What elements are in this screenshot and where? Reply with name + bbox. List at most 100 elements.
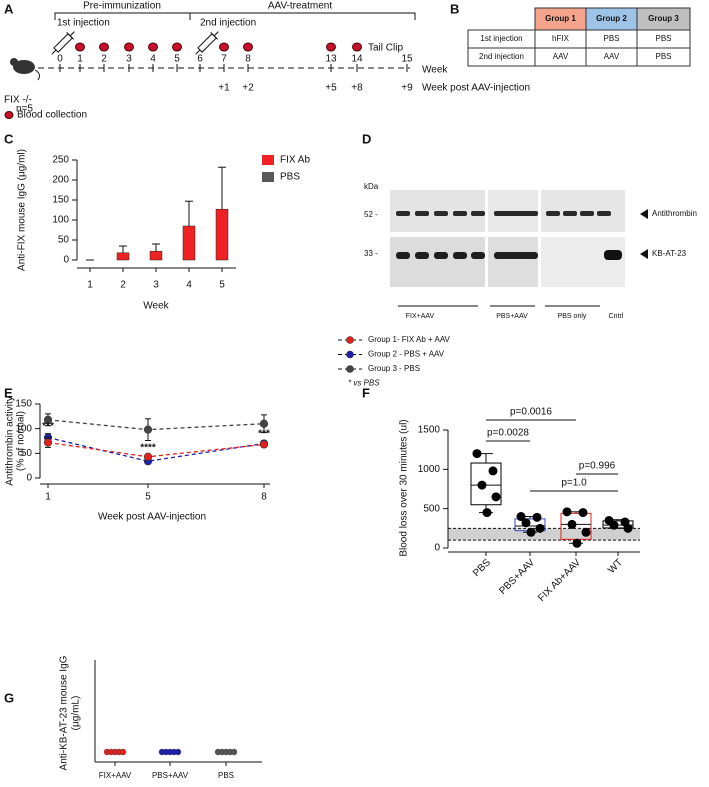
panel-letter: B	[450, 1, 459, 16]
y-axis-label: Anti-KB-AT-23 mouse IgG	[59, 655, 70, 770]
blot-band	[580, 211, 594, 216]
week-label: 2	[101, 54, 107, 65]
data-point	[43, 438, 53, 447]
band-label: Antithrombin	[652, 209, 697, 218]
legend-label: PBS	[280, 172, 300, 183]
y-tick-label: 0	[26, 473, 32, 484]
y-tick-label: 50	[21, 448, 33, 459]
data-point	[477, 480, 487, 490]
column-header: Group 1	[545, 14, 576, 23]
data-point	[516, 512, 526, 522]
bar	[215, 208, 229, 261]
post-week-label: +8	[351, 83, 363, 94]
unit-label: kDa	[364, 182, 379, 191]
data-point	[578, 508, 588, 518]
column-header: Group 2	[596, 14, 627, 23]
x-tick-label: PBS	[471, 557, 493, 579]
panel-letter: F	[362, 385, 370, 400]
x-axis-label: Week post AAV-injection	[98, 512, 206, 523]
week-label: 13	[325, 54, 337, 65]
legend-label: Group 3 - PBS	[368, 364, 420, 373]
data-point	[259, 419, 269, 428]
data-point	[143, 425, 153, 434]
y-tick-label: 100	[52, 215, 69, 226]
data-point	[491, 492, 501, 502]
data-point	[609, 520, 619, 530]
event-label: Tail Clip	[368, 43, 403, 54]
x-tick-label: 4	[186, 280, 192, 291]
significance: ***	[258, 429, 270, 440]
axis-label: Week post AAV-injection	[422, 83, 530, 94]
x-tick-label: FIX+AAV	[99, 771, 132, 780]
cell-text: PBS	[655, 34, 671, 43]
panel-letter: A	[4, 1, 14, 16]
cell-text: 1st injection	[480, 34, 522, 43]
marker-label: 52 -	[364, 210, 378, 219]
x-tick-label: 8	[261, 492, 267, 503]
blot-band	[434, 211, 448, 216]
post-week-label: +1	[218, 83, 230, 94]
x-tick-label: FIX Ab+AAV	[536, 557, 583, 604]
lane-label: Cntrl	[609, 313, 624, 320]
data-point	[581, 527, 591, 537]
data-point	[526, 527, 536, 537]
x-tick-label: WT	[606, 557, 625, 576]
week-label: 15	[401, 54, 413, 65]
data-point	[230, 748, 238, 756]
injection-label: 2nd injection	[200, 18, 256, 29]
cell-text: PBS	[603, 34, 619, 43]
cell-text: hFIX	[552, 34, 570, 43]
blot-band	[524, 252, 538, 259]
cell-text: AAV	[604, 52, 620, 61]
x-tick-label: 5	[145, 492, 151, 503]
blot-band	[597, 211, 611, 216]
data-point	[562, 507, 572, 517]
cell-text: AAV	[553, 52, 569, 61]
cell-text: 2nd injection	[479, 52, 524, 61]
blot-band	[453, 252, 467, 259]
phase-label: Pre-immunization	[83, 1, 161, 12]
x-tick-label: 1	[87, 280, 93, 291]
mouse-label: n=5	[16, 104, 33, 115]
column-header: Group 3	[648, 14, 679, 23]
blot-band	[396, 252, 410, 259]
y-tick-label: 200	[52, 175, 69, 186]
p-value: p=0.0016	[510, 407, 552, 418]
blot-band	[546, 211, 560, 216]
phase-label: AAV-treatment	[268, 1, 333, 12]
x-tick-label: PBS	[218, 771, 234, 780]
y-axis-label: (% of normal)	[16, 411, 27, 471]
y-tick-label: 1500	[418, 425, 441, 436]
blot-band	[415, 211, 429, 216]
x-tick-label: PBS+AAV	[152, 771, 189, 780]
legend-label: FIX Ab	[280, 155, 310, 166]
legend-label: Group 2 - PBS + AAV	[368, 350, 445, 359]
mouse-icon	[10, 58, 40, 81]
syringe-icon	[51, 31, 75, 55]
data-point	[174, 748, 182, 756]
lane-label: FIX+AAV	[406, 313, 435, 320]
y-axis-label: Blood loss over 30 minutes (ul)	[399, 419, 410, 556]
x-tick-label: 1	[45, 492, 51, 503]
week-label: 5	[174, 54, 180, 65]
blot-band	[415, 252, 429, 259]
reference-band	[448, 528, 640, 541]
data-point	[482, 508, 492, 518]
p-value: p=0.996	[579, 461, 616, 472]
legend-marker	[346, 336, 354, 344]
data-point	[567, 519, 577, 529]
blot-band	[434, 252, 448, 259]
legend-marker	[346, 350, 354, 359]
band-label: KB-AT-23	[652, 249, 687, 258]
y-axis-label: Antithrombin activity	[5, 396, 16, 485]
y-tick-label: 50	[58, 235, 70, 246]
mouse-label: FIX -/-	[4, 95, 32, 106]
week-label: 7	[221, 54, 227, 65]
data-point	[43, 415, 53, 424]
y-tick-label: 100	[15, 423, 32, 434]
y-axis-label: (µg/mL)	[71, 696, 82, 731]
data-point	[259, 440, 269, 449]
data-point	[119, 748, 127, 756]
x-tick-label: PBS+AAV	[497, 557, 537, 597]
